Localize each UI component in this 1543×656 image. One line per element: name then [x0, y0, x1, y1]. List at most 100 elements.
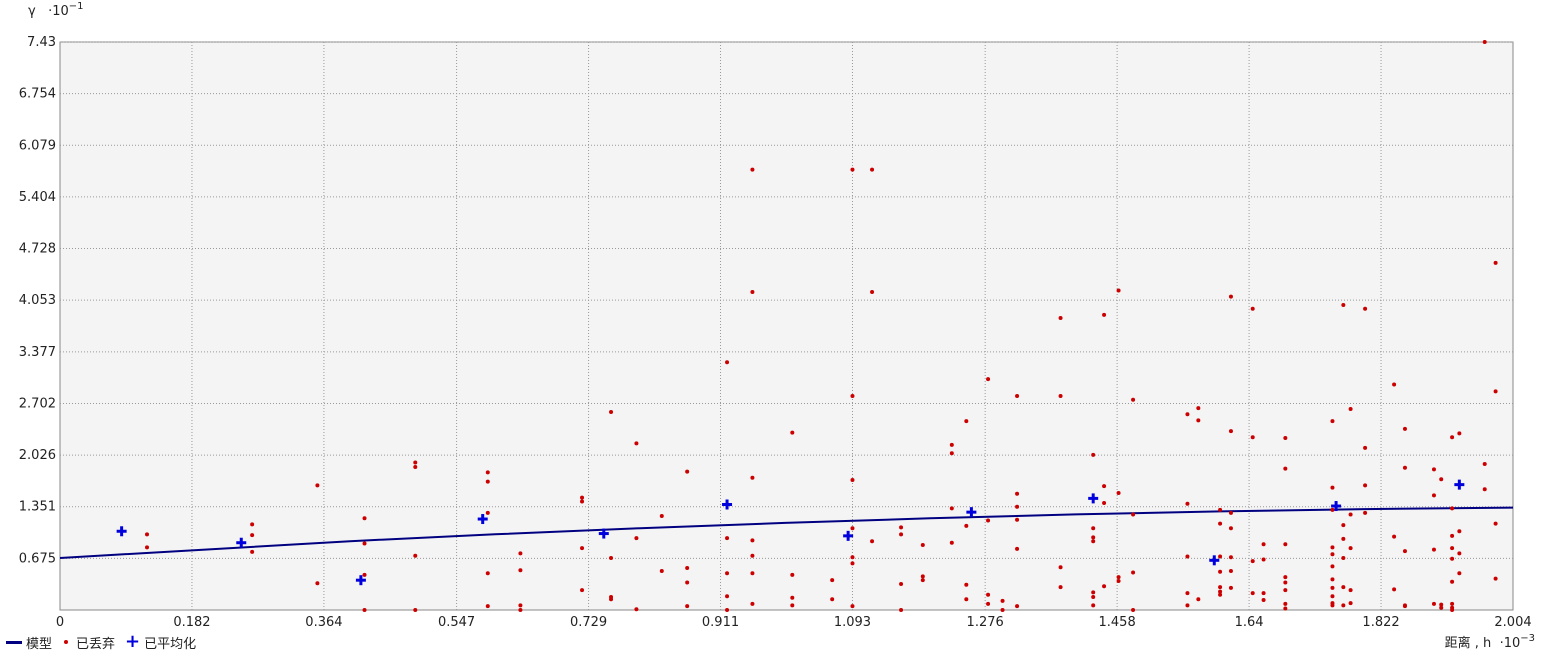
discarded-point [518, 551, 523, 556]
discarded-point [580, 495, 585, 500]
discarded-point [986, 377, 991, 382]
discarded-point [964, 523, 969, 528]
discarded-point [1283, 580, 1288, 585]
discarded-point [949, 442, 954, 447]
discarded-point [1091, 590, 1096, 595]
discarded-point [1218, 507, 1223, 512]
averaged-point [966, 507, 977, 518]
averaged-series [116, 479, 1465, 586]
discarded-point [986, 518, 991, 523]
averaged-point [116, 526, 127, 537]
discarded-point [1102, 584, 1107, 589]
discarded-point [1058, 315, 1063, 320]
discarded-point [1218, 589, 1223, 594]
discarded-point [750, 553, 755, 558]
averaged-point [1331, 501, 1342, 512]
discarded-point [1250, 591, 1255, 596]
discarded-point [850, 167, 855, 172]
discarded-point [1250, 559, 1255, 564]
discarded-point [725, 608, 730, 612]
x-tick-label: 1.64 [1235, 615, 1264, 630]
y-axis-label: γ [28, 4, 36, 19]
discarded-point [1228, 510, 1233, 515]
discarded-point [1493, 389, 1498, 394]
x-tick-label: 1.093 [834, 615, 871, 630]
discarded-point [850, 604, 855, 609]
discarded-point [1402, 604, 1407, 609]
discarded-point [830, 597, 835, 602]
y-tick-label: 6.754 [19, 87, 56, 102]
discarded-point [920, 578, 925, 583]
discarded-point [1341, 585, 1346, 590]
discarded-point [964, 419, 969, 424]
averaged-point [722, 499, 733, 510]
discarded-point [1228, 526, 1233, 531]
discarded-point [1015, 517, 1020, 522]
discarded-point [1196, 406, 1201, 411]
model-series [59, 506, 1514, 559]
discarded-point [1348, 601, 1353, 606]
discarded-point [1493, 260, 1498, 265]
discarded-point [1330, 585, 1335, 590]
discarded-point [685, 469, 690, 474]
x-tick-label: 0.547 [438, 615, 475, 630]
discarded-point [1450, 506, 1455, 511]
discarded-point [1348, 588, 1353, 593]
discarded-point [634, 536, 639, 541]
discarded-point [1348, 512, 1353, 517]
discarded-point [1283, 588, 1288, 593]
y-tick-labels: 0.675 1.351 2.026 2.702 3.377 4.053 4.728 5.404… [19, 35, 56, 566]
discarded-point [580, 588, 585, 593]
y-tick-label: 5.404 [19, 190, 56, 205]
discarded-point [1283, 466, 1288, 471]
discarded-point [1228, 585, 1233, 590]
x-tick-label: 0.182 [173, 615, 210, 630]
discarded-point [485, 571, 490, 576]
x-tick-label: 1.458 [1099, 615, 1136, 630]
discarded-point [518, 568, 523, 573]
discarded-point [1450, 608, 1455, 612]
discarded-point [986, 592, 991, 597]
discarded-point [1439, 605, 1444, 610]
discarded-point [1457, 571, 1462, 576]
discarded-point [949, 451, 954, 456]
discarded-point [1185, 412, 1190, 417]
discarded-point [362, 516, 367, 521]
discarded-point [790, 430, 795, 435]
discarded-point [1493, 521, 1498, 526]
discarded-point [1457, 431, 1462, 436]
discarded-point [1091, 539, 1096, 544]
discarded-point [1392, 587, 1397, 592]
discarded-point [1283, 542, 1288, 547]
discarded-point [850, 478, 855, 483]
grid-lines [60, 41, 1513, 610]
x-axis-label: 距离 , h [1444, 636, 1492, 651]
x-tick-label: 0.911 [702, 615, 739, 630]
discarded-point [1330, 552, 1335, 557]
discarded-point [1457, 529, 1462, 534]
discarded-point [1482, 40, 1487, 44]
discarded-point [1102, 484, 1107, 489]
discarded-point [750, 601, 755, 606]
discarded-point [580, 499, 585, 504]
legend-item-discarded: 已丢弃 [62, 633, 115, 652]
discarded-point [1228, 555, 1233, 560]
discarded-point [1091, 526, 1096, 531]
discarded-point [1450, 556, 1455, 561]
discarded-point [1341, 523, 1346, 528]
discarded-point [485, 470, 490, 475]
discarded-point [1102, 500, 1107, 505]
x-tick-label: 0.364 [305, 615, 342, 630]
discarded-point [145, 545, 150, 550]
discarded-point [1330, 594, 1335, 599]
discarded-point [1283, 575, 1288, 580]
discarded-point [485, 604, 490, 609]
discarded-point [1392, 382, 1397, 387]
discarded-point [362, 541, 367, 546]
discarded-point [1058, 565, 1063, 570]
x-tick-labels: 0 0.182 0.364 0.547 0.729 0.911 1.093 1.276 1.45… [56, 615, 1532, 630]
discarded-point [1091, 535, 1096, 540]
y-tick-label: 7.43 [27, 35, 56, 50]
legend-label-model: 模型 [26, 636, 53, 652]
discarded-point [1330, 603, 1335, 608]
